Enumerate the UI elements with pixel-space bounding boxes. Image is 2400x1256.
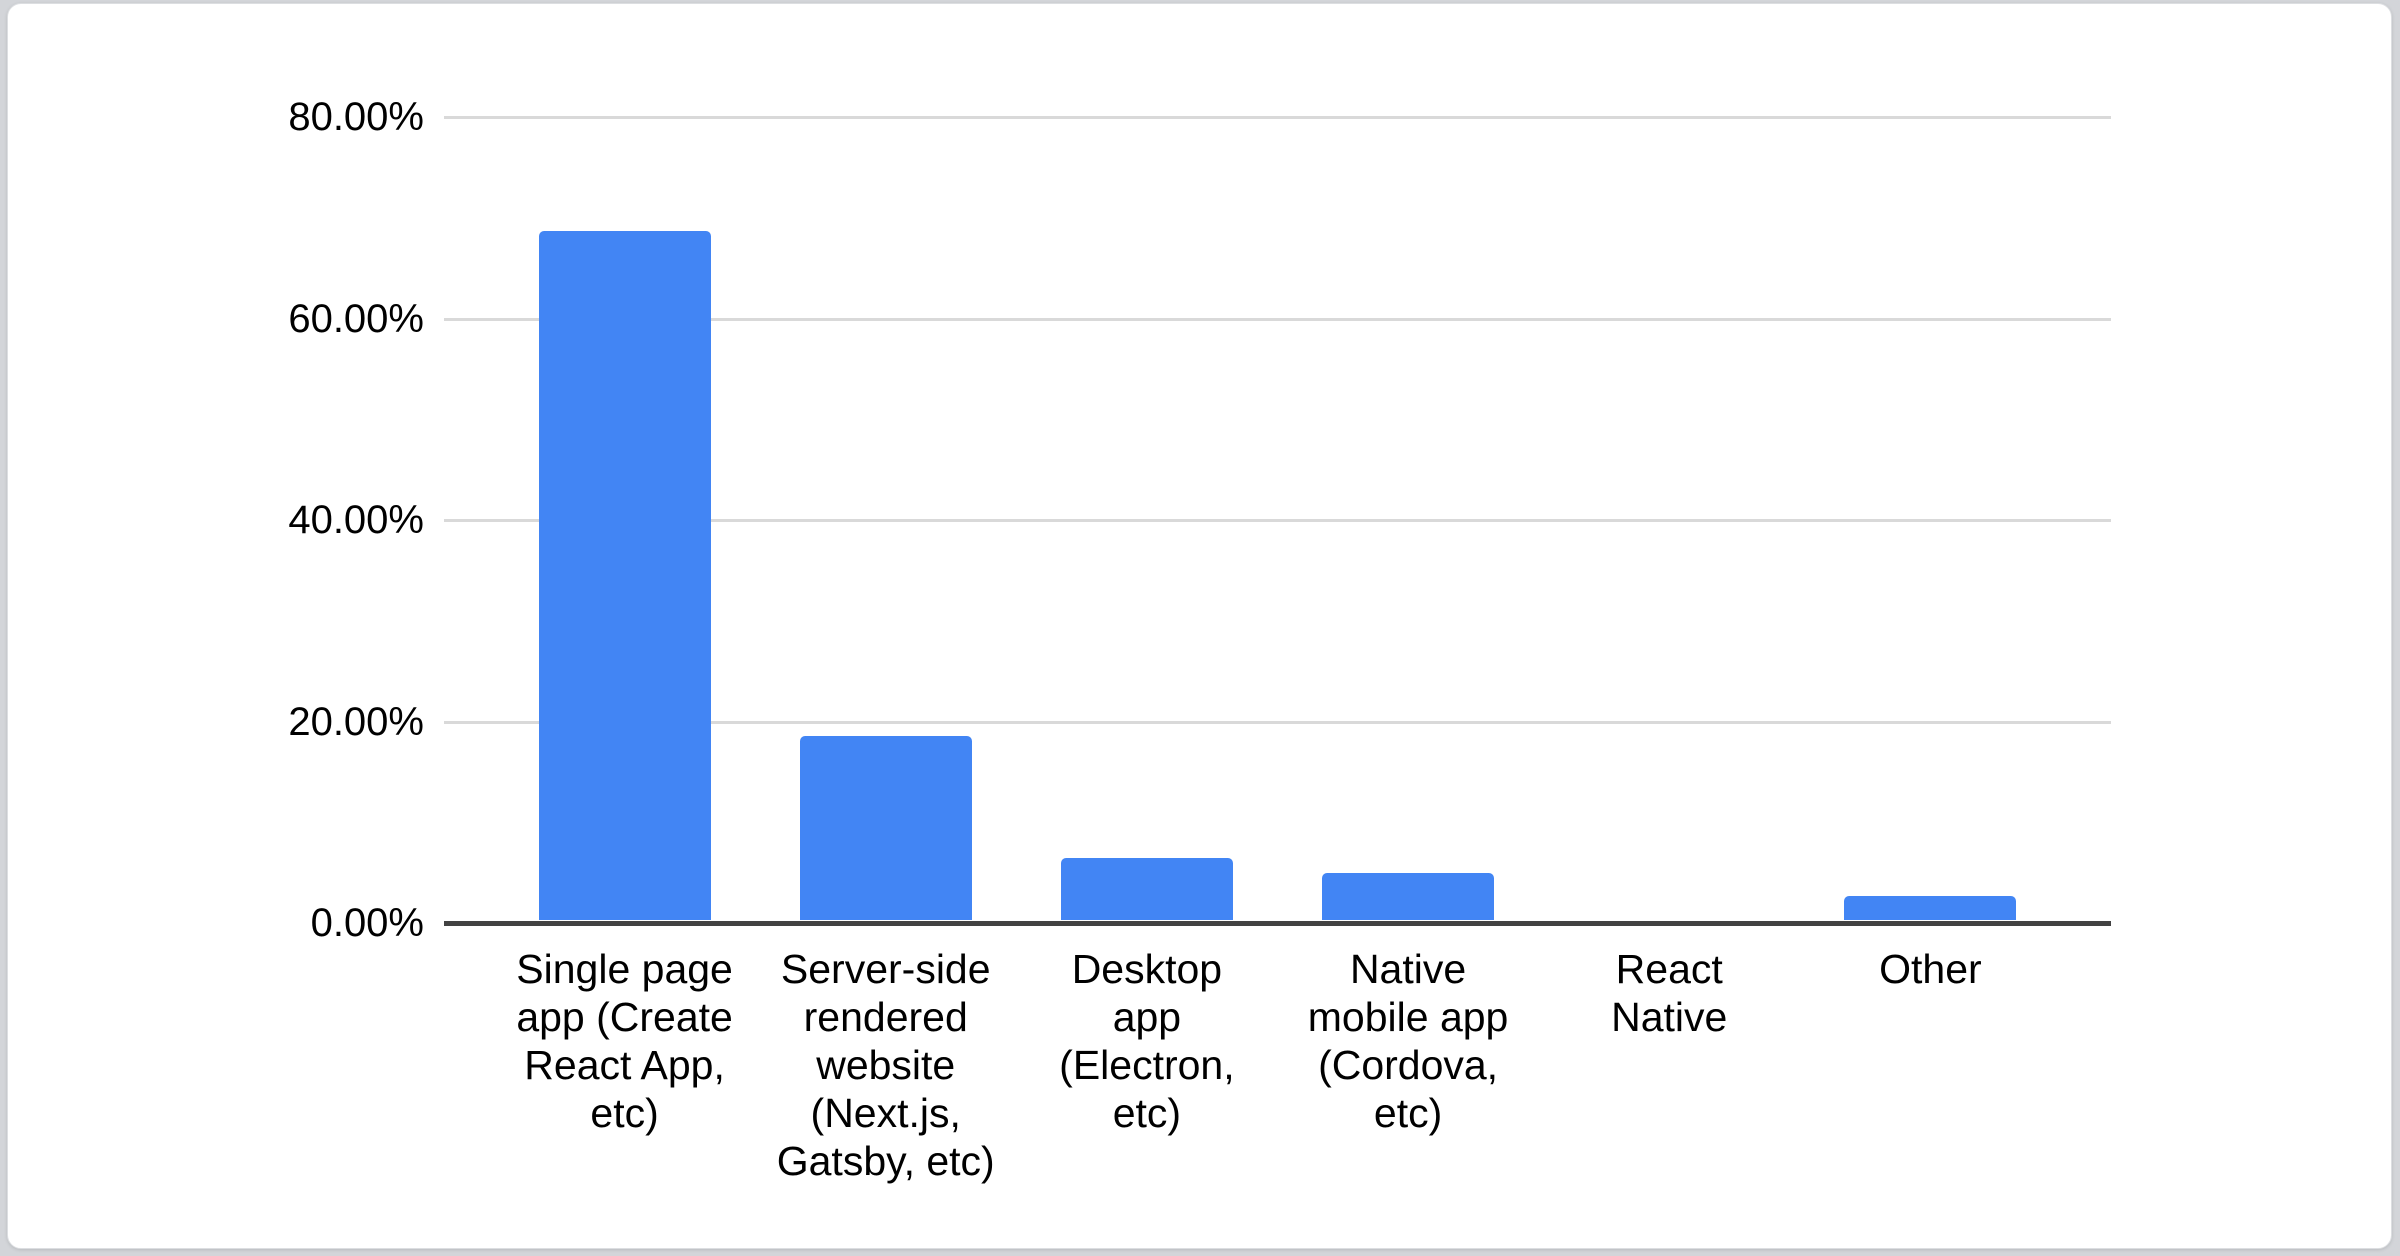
x-axis-label-slot-react-native: React Native bbox=[1539, 945, 1800, 1041]
x-axis-label-native-mobile-app: Native mobile app (Cordova, etc) bbox=[1307, 946, 1509, 1136]
x-axis-label-slot-desktop-app: Desktop app (Electron, etc) bbox=[1016, 945, 1277, 1137]
x-axis-line bbox=[444, 921, 2111, 926]
x-axis-label-slot-server-side-rendered-website: Server-side rendered website (Next.js, G… bbox=[755, 945, 1016, 1185]
x-axis-label-server-side-rendered-website: Server-side rendered website (Next.js, G… bbox=[776, 946, 995, 1184]
y-axis-tick-label: 40.00% bbox=[288, 498, 424, 542]
y-axis-tick-label: 80.00% bbox=[288, 95, 424, 139]
x-axis-label-react-native: React Native bbox=[1611, 946, 1728, 1040]
gridline-80 bbox=[444, 116, 2111, 119]
x-axis-label-slot-other: Other bbox=[1800, 945, 2061, 993]
gridline-20 bbox=[444, 720, 2111, 724]
bar-slot-react-native bbox=[1539, 117, 1800, 923]
bar-desktop-app[interactable] bbox=[1060, 858, 1233, 920]
bar-slot-desktop-app bbox=[1016, 117, 1277, 923]
y-axis-tick-label: 20.00% bbox=[288, 699, 424, 744]
gridline-40 bbox=[444, 519, 2111, 522]
x-axis-label-other: Other bbox=[1879, 946, 1982, 992]
x-axis-label-single-page-app: Single page app (Create React App, etc) bbox=[516, 946, 733, 1136]
chart-card: 80.00% 60.00% 40.00% 20.00% 0.00% Single pag… bbox=[7, 3, 2392, 1249]
bar-native-mobile-app[interactable] bbox=[1322, 873, 1495, 920]
x-axis-label-desktop-app: Desktop app (Electron, etc) bbox=[1059, 946, 1235, 1136]
y-axis-tick-label: 60.00% bbox=[288, 296, 424, 341]
x-axis-label-slot-single-page-app: Single page app (Create React App, etc) bbox=[494, 945, 755, 1137]
bar-slot-single-page-app bbox=[494, 117, 755, 923]
x-axis-label-slot-native-mobile-app: Native mobile app (Cordova, etc) bbox=[1278, 945, 1539, 1137]
bar-server-side-rendered-website[interactable] bbox=[799, 736, 972, 920]
y-axis-tick-label: 0.00% bbox=[310, 901, 424, 945]
gridline-60 bbox=[444, 317, 2111, 321]
percentage-bar-chart: 80.00% 60.00% 40.00% 20.00% 0.00% Single pag… bbox=[8, 4, 2391, 1248]
bar-slot-other bbox=[1800, 117, 2061, 923]
bar-single-page-app[interactable] bbox=[538, 231, 711, 920]
bar-slot-native-mobile-app bbox=[1278, 117, 1539, 923]
bar-other[interactable] bbox=[1844, 896, 2017, 920]
bar-slot-server-side-rendered-website bbox=[755, 117, 1016, 923]
